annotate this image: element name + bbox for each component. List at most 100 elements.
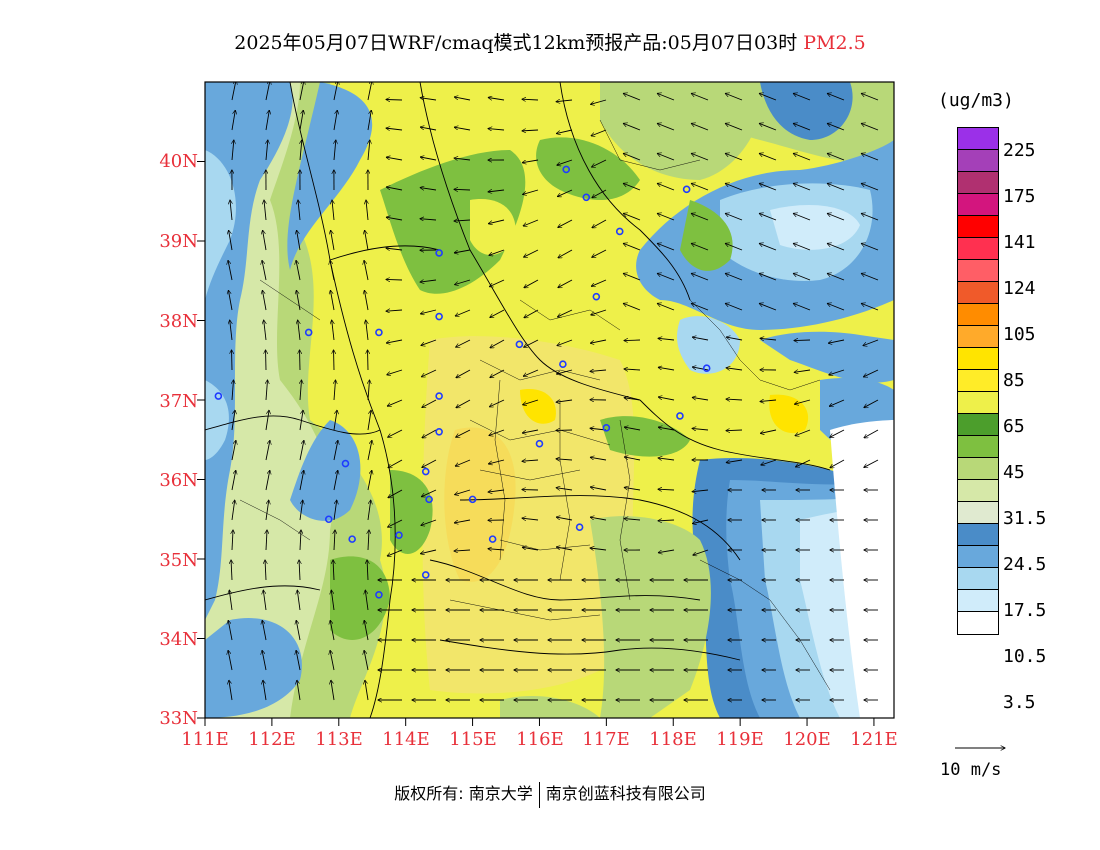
wind-arrow bbox=[367, 110, 371, 131]
wind-arrow bbox=[331, 230, 335, 251]
legend-label: 10.5 bbox=[1003, 646, 1047, 667]
wind-arrow bbox=[365, 230, 369, 251]
wind-arrow bbox=[364, 290, 369, 311]
wind-arrow bbox=[557, 159, 573, 165]
lon-label: 119E bbox=[716, 729, 764, 750]
wind-arrow bbox=[829, 369, 845, 375]
wind-arrow bbox=[558, 309, 573, 317]
wind-arrow bbox=[488, 490, 505, 492]
wind-arrow bbox=[861, 183, 879, 191]
wind-arrow bbox=[592, 219, 607, 228]
wind-arrow bbox=[386, 339, 403, 343]
wind-arrow bbox=[334, 380, 335, 401]
wind-arrow bbox=[522, 460, 539, 461]
legend-swatch bbox=[958, 612, 998, 634]
wind-arrow bbox=[796, 459, 811, 467]
legend-unit: (ug/m3) bbox=[938, 90, 1014, 111]
wind-arrow bbox=[296, 260, 301, 281]
wind-arrow bbox=[333, 440, 338, 461]
city-marker bbox=[421, 571, 430, 579]
wind-arrow bbox=[829, 399, 845, 406]
wind-arrow bbox=[556, 459, 573, 460]
wind-arrow bbox=[334, 530, 335, 551]
wind-arrow bbox=[456, 369, 471, 378]
wind-arrow bbox=[591, 129, 607, 136]
lat-label: 39N bbox=[159, 231, 198, 252]
legend-label: 85 bbox=[1003, 370, 1025, 391]
wind-arrow bbox=[793, 183, 811, 191]
wind-arrow bbox=[297, 230, 301, 251]
wind-arrow bbox=[333, 110, 337, 131]
city-marker bbox=[615, 227, 624, 236]
wind-arrow bbox=[623, 153, 641, 161]
wind-arrow bbox=[691, 183, 709, 191]
lon-label: 115E bbox=[449, 729, 497, 750]
city-marker bbox=[562, 165, 571, 174]
legend-swatch bbox=[958, 150, 998, 172]
wind-arrow bbox=[333, 560, 334, 581]
wind-arrow bbox=[332, 320, 335, 341]
wind-arrow bbox=[229, 590, 233, 611]
lat-label: 35N bbox=[159, 550, 198, 571]
wind-arrow bbox=[333, 470, 338, 491]
wind-arrow bbox=[299, 470, 304, 491]
lat-label: 34N bbox=[159, 629, 198, 650]
wind-arrow bbox=[692, 490, 709, 492]
wind-arrow bbox=[658, 397, 675, 401]
wind-arrow bbox=[623, 243, 641, 251]
wind-arrow bbox=[367, 560, 368, 581]
wind-arrow bbox=[524, 309, 539, 318]
wind-arrow bbox=[760, 338, 777, 340]
wind-arrow bbox=[864, 459, 879, 467]
wind-arrow bbox=[333, 410, 337, 431]
wind-arrow bbox=[827, 273, 845, 281]
wind-arrow bbox=[300, 380, 301, 401]
copyright-credit: 版权所有: 南京大学 南京创蓝科技有限公司 bbox=[0, 780, 1100, 808]
wind-arrow bbox=[454, 97, 471, 101]
wind-arrow bbox=[556, 517, 573, 521]
wind-arrow bbox=[229, 230, 233, 251]
wind-arrow bbox=[558, 249, 573, 258]
wind-arrow bbox=[330, 650, 335, 671]
wind-arrow bbox=[657, 183, 675, 191]
city-marker bbox=[425, 495, 433, 504]
wind-arrow bbox=[228, 650, 233, 671]
legend-label: 175 bbox=[1003, 186, 1036, 207]
wind-arrow bbox=[421, 369, 437, 377]
wind-arrow bbox=[624, 457, 641, 461]
wind-arrow bbox=[454, 519, 471, 523]
wind-arrow bbox=[388, 429, 403, 437]
wind-arrow bbox=[725, 303, 743, 311]
city-marker bbox=[435, 392, 443, 400]
wind-arrow bbox=[624, 398, 641, 400]
wind-arrow bbox=[456, 339, 471, 347]
city-marker bbox=[535, 439, 544, 448]
wind-arrow bbox=[725, 93, 743, 101]
wind-arrow bbox=[231, 500, 235, 521]
wind-arrow bbox=[658, 489, 675, 490]
wind-arrow bbox=[368, 140, 370, 161]
wind-arrow bbox=[830, 459, 845, 468]
wind-arrow bbox=[330, 290, 335, 311]
wind-arrow bbox=[263, 230, 267, 251]
wind-arrow bbox=[793, 273, 811, 281]
wind-arrow bbox=[623, 123, 641, 131]
wind-arrow bbox=[793, 243, 811, 251]
wind-arrow bbox=[692, 397, 709, 401]
wind-arrow bbox=[420, 98, 437, 100]
axis-ticks bbox=[197, 161, 875, 726]
wind-arrow bbox=[691, 303, 709, 311]
wind-arrow bbox=[624, 519, 641, 520]
wind-arrow bbox=[864, 399, 879, 408]
reference-vector-label: 10 m/s bbox=[940, 760, 1002, 780]
city-marker bbox=[341, 459, 350, 468]
wind-arrow bbox=[793, 153, 811, 161]
credit-left: 版权所有: 南京大学 bbox=[394, 784, 533, 803]
wind-arrow bbox=[262, 290, 267, 311]
wind-arrow bbox=[725, 153, 743, 161]
wind-arrow bbox=[760, 400, 777, 402]
wind-arrow bbox=[624, 340, 641, 341]
wind-arrow bbox=[266, 530, 267, 551]
wind-arrow bbox=[489, 429, 505, 436]
